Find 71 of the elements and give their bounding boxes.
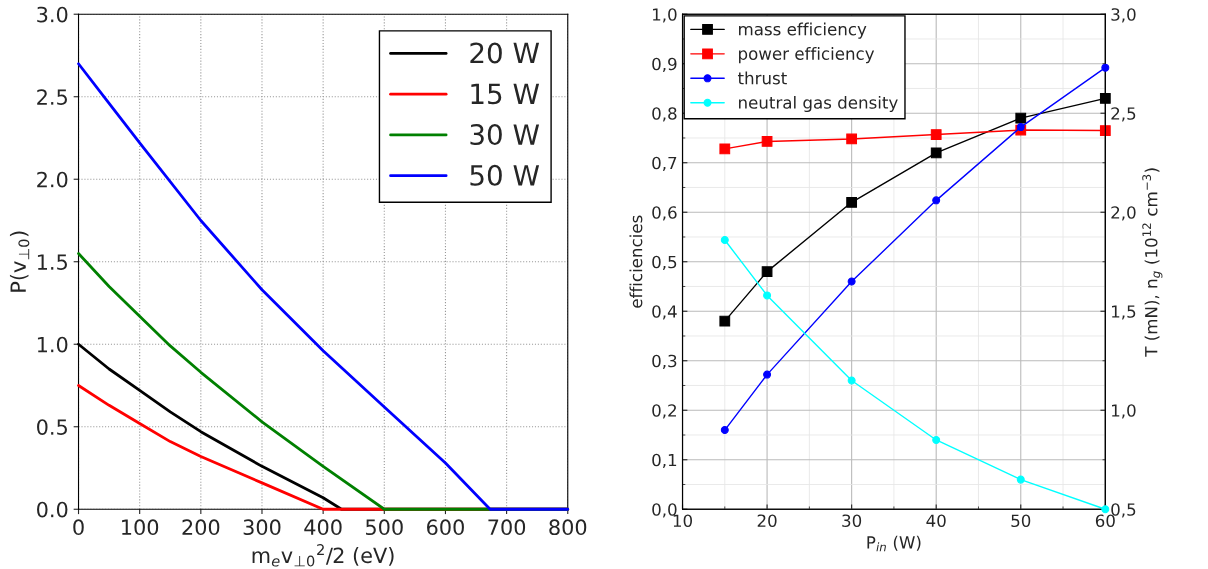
point: [1016, 475, 1025, 484]
legend-label: 30 W: [470, 124, 540, 146]
y-tick-label: 0,5: [652, 255, 677, 271]
y-tick-label: 0,6: [652, 206, 677, 221]
y-tick-label: 0,3: [652, 354, 677, 370]
y-axis-title: efficiencies: [629, 215, 643, 308]
point: [932, 196, 941, 205]
y-tick-label: 0,8: [652, 107, 677, 122]
point: [719, 143, 731, 155]
x-tick-label: 700: [488, 519, 526, 536]
y2-axis-title: T (mN), n$_{g}$ (10$^{12}$ cm$^{−3}$): [1142, 168, 1163, 357]
point: [761, 136, 773, 147]
y-tick-label: 0,2: [652, 404, 676, 419]
point: [930, 147, 942, 159]
x-tick-label: 0: [73, 519, 84, 536]
point: [932, 435, 941, 444]
x-tick-label: 50: [1011, 514, 1031, 528]
y-tick-label: 0,9: [652, 57, 677, 72]
x-tick-label: 300: [243, 519, 281, 536]
x-tick-label: 400: [304, 519, 342, 536]
x-tick-label: 800: [549, 519, 587, 536]
y-tick-label: 1,0: [652, 8, 677, 23]
point: [1016, 123, 1025, 132]
legend-label: thrust: [737, 71, 787, 85]
y-tick-label: 0.0: [37, 501, 68, 518]
x-tick-label: 200: [182, 519, 220, 536]
y-tick-label: 1.5: [37, 254, 67, 270]
x-tick-label: 600: [427, 519, 464, 536]
point: [847, 277, 856, 286]
point: [763, 370, 772, 379]
point: [930, 129, 942, 140]
point: [846, 133, 858, 145]
point: [1101, 505, 1110, 514]
point: [720, 426, 729, 435]
point: [1015, 112, 1027, 124]
x-tick-label: 500: [366, 519, 403, 536]
x-tick-label: 30: [842, 514, 862, 528]
point: [1101, 63, 1110, 72]
point: [719, 315, 731, 327]
legend-label: power efficiency: [739, 47, 875, 64]
point: [1099, 125, 1111, 136]
point: [1099, 93, 1111, 104]
y-tick-label: 2.5: [37, 89, 67, 105]
legend-label: 15 W: [471, 83, 540, 105]
legend-label: mass efficiency: [739, 22, 867, 39]
x-tick-label: 40: [926, 514, 946, 528]
y2-tick-label: 1,5: [1112, 305, 1136, 320]
point: [847, 376, 856, 385]
legend-label: 50 W: [470, 164, 540, 186]
y-tick-label: 0,1: [652, 453, 677, 469]
y-tick-label: 2.0: [37, 171, 68, 188]
point: [846, 196, 858, 208]
y2-tick-label: 1,0: [1112, 404, 1136, 419]
legend-label: neutral gas density: [739, 95, 898, 113]
y-tick-label: 1.0: [37, 336, 68, 353]
x-axis-title: P$_{in}$ (W): [867, 535, 921, 552]
legend-label: 20 W: [470, 42, 540, 64]
y2-tick-label: 2,0: [1111, 206, 1136, 221]
x-tick-label: 100: [122, 519, 159, 536]
y-tick-label: 3.0: [37, 6, 68, 23]
y-tick-label: 0.5: [37, 419, 67, 435]
point: [720, 235, 729, 244]
point: [763, 291, 772, 300]
y2-tick-label: 2,5: [1111, 107, 1136, 122]
y-tick-label: 0,4: [652, 305, 677, 320]
y-axis-title: P(v$_{⊥0}$): [9, 231, 30, 292]
x-tick-label: 20: [757, 514, 777, 528]
y-tick-label: 0,7: [652, 156, 677, 171]
point: [761, 266, 773, 278]
y2-tick-label: 3,0: [1111, 8, 1136, 23]
x-axis-title: m$_{e}$v$_{⊥0}$$^{2}$/2 (eV): [252, 544, 394, 567]
